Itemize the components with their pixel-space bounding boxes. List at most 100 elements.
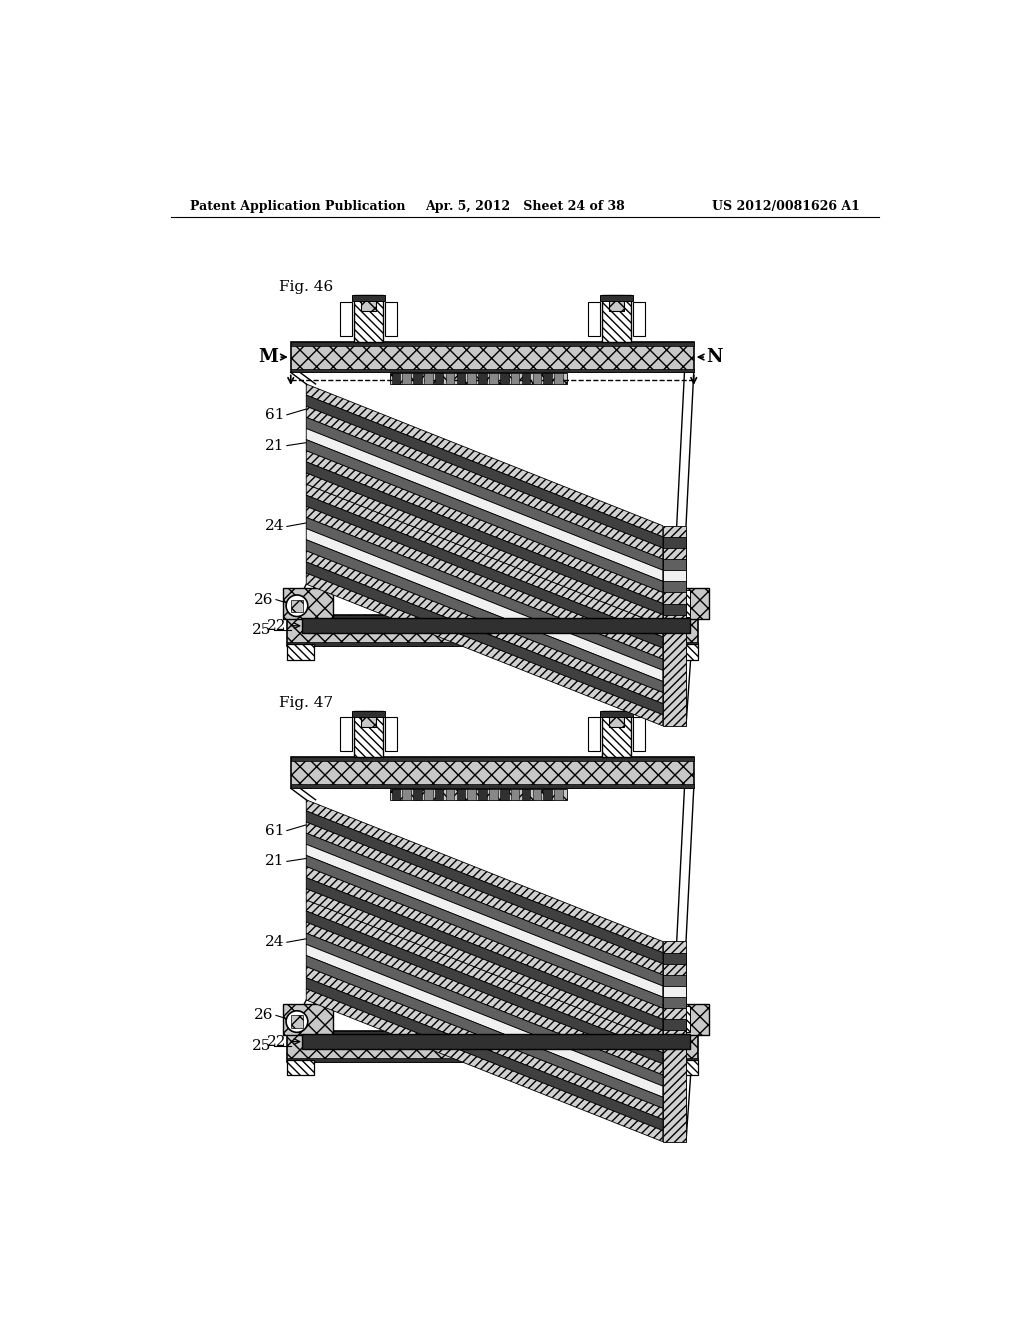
Polygon shape [306,495,663,648]
Bar [511,789,519,800]
Polygon shape [663,1031,686,1142]
Bar [287,615,697,619]
Bar [287,642,697,645]
Bar [554,374,563,384]
Bar [414,374,422,384]
Bar [671,644,697,660]
Bar [287,1031,697,1035]
Polygon shape [306,878,663,1031]
Bar [302,1034,690,1049]
Bar [478,789,486,800]
Bar [511,374,519,384]
Bar [478,374,486,384]
Text: 61: 61 [265,824,285,838]
Text: 22: 22 [267,619,287,632]
Bar [554,789,563,800]
Bar [291,342,693,372]
Bar [608,711,624,726]
Polygon shape [663,548,686,659]
Bar [385,302,397,335]
Bar [291,599,303,612]
Bar [500,789,509,800]
Bar [544,374,552,384]
Polygon shape [306,407,663,560]
Bar [467,374,476,384]
Text: 21: 21 [265,438,285,453]
Polygon shape [306,833,663,986]
Bar [353,711,383,758]
Bar [283,589,334,619]
Polygon shape [306,562,663,714]
Text: Fig. 47: Fig. 47 [280,696,333,710]
Text: 21: 21 [265,854,285,869]
Polygon shape [663,560,686,671]
Bar [402,374,411,384]
Text: 22: 22 [267,1035,287,1048]
Polygon shape [306,473,663,626]
Bar [424,789,432,800]
Bar [658,1003,710,1035]
Bar [600,296,633,301]
Bar [608,296,624,312]
Bar [385,718,397,751]
Bar [489,789,498,800]
Polygon shape [306,956,663,1109]
Polygon shape [306,978,663,1130]
Text: N: N [707,348,723,366]
Bar [291,758,693,762]
Polygon shape [663,953,686,1064]
Polygon shape [306,450,663,603]
Bar [435,789,443,800]
Circle shape [286,1011,308,1032]
Bar [414,789,422,800]
Polygon shape [306,911,663,1064]
Text: Patent Application Publication: Patent Application Publication [190,199,406,213]
Bar [291,784,693,788]
Polygon shape [306,888,663,1041]
Polygon shape [306,507,663,659]
Polygon shape [306,822,663,975]
Bar [532,374,541,384]
Bar [633,302,645,335]
Bar [287,615,697,645]
Polygon shape [663,941,686,1053]
Bar [521,374,530,384]
Bar [287,1031,697,1061]
Polygon shape [663,964,686,1074]
Polygon shape [306,417,663,570]
Bar [360,711,376,726]
Text: 25: 25 [252,623,271,638]
Polygon shape [306,923,663,1074]
Polygon shape [306,462,663,615]
Bar [291,1015,303,1028]
Text: 26: 26 [254,593,273,607]
Bar [287,1057,697,1061]
Polygon shape [306,845,663,997]
Bar [353,296,383,342]
Bar [402,789,411,800]
Bar [588,302,600,335]
Polygon shape [306,484,663,638]
Bar [391,374,400,384]
Polygon shape [663,986,686,1097]
Polygon shape [663,1019,686,1130]
Bar [302,618,690,634]
Polygon shape [306,944,663,1097]
Bar [457,374,465,384]
Bar [671,1060,697,1076]
Polygon shape [306,855,663,1008]
Text: US 2012/0081626 A1: US 2012/0081626 A1 [712,199,859,213]
Bar [391,789,400,800]
Bar [658,589,710,619]
Polygon shape [306,866,663,1019]
Bar [445,374,455,384]
Text: Apr. 5, 2012   Sheet 24 of 38: Apr. 5, 2012 Sheet 24 of 38 [425,199,625,213]
Polygon shape [306,550,663,704]
Polygon shape [306,989,663,1142]
Polygon shape [306,517,663,671]
Bar [340,718,352,751]
Bar [360,296,376,312]
Bar [601,711,631,758]
Bar [390,374,566,384]
Bar [287,1060,314,1076]
